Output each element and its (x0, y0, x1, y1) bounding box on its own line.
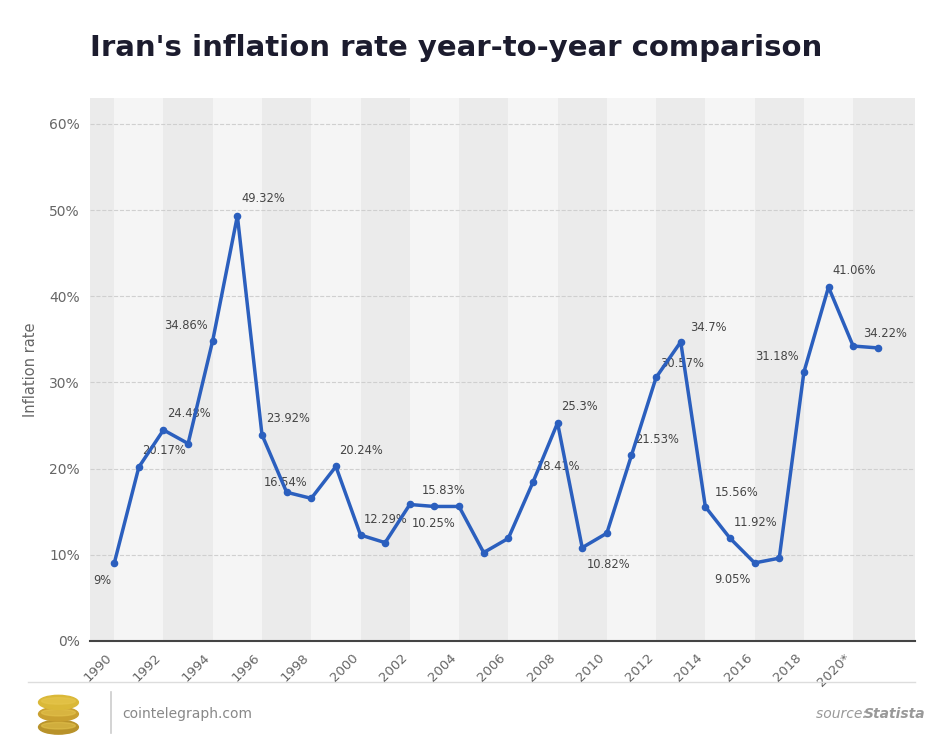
Text: Statista: Statista (864, 707, 925, 721)
Bar (163, 98, 213, 641)
Text: 20.17%: 20.17% (142, 444, 187, 457)
Point (796, 366, 811, 379)
Bar (508, 98, 557, 641)
Text: 15.56%: 15.56% (715, 486, 759, 499)
Bar (410, 98, 459, 641)
Text: 23.92%: 23.92% (266, 412, 309, 425)
Bar (803, 98, 853, 641)
Point (377, 537, 392, 549)
Text: 10.25%: 10.25% (411, 516, 455, 530)
Point (230, 210, 245, 222)
Point (304, 492, 319, 504)
Text: 41.06%: 41.06% (833, 264, 876, 277)
Point (771, 552, 786, 564)
Text: 24.48%: 24.48% (167, 406, 211, 420)
Ellipse shape (41, 722, 75, 729)
Text: 15.83%: 15.83% (422, 484, 466, 497)
Bar (459, 98, 508, 641)
Bar (607, 98, 656, 641)
Text: 10.82%: 10.82% (587, 558, 631, 571)
Ellipse shape (39, 720, 78, 734)
Point (574, 541, 589, 553)
Bar (90, 98, 114, 641)
Text: 9.05%: 9.05% (715, 573, 751, 586)
Bar (213, 98, 262, 641)
Text: 11.92%: 11.92% (734, 516, 777, 529)
Text: 9%: 9% (93, 575, 112, 587)
Text: 30.57%: 30.57% (660, 357, 703, 369)
Point (673, 336, 688, 348)
Ellipse shape (41, 697, 75, 704)
Point (403, 498, 418, 510)
Text: 31.18%: 31.18% (755, 350, 799, 363)
Point (255, 429, 270, 441)
Ellipse shape (41, 710, 75, 716)
Text: source:: source: (816, 707, 871, 721)
Point (427, 501, 442, 513)
Text: 21.53%: 21.53% (636, 433, 679, 446)
Y-axis label: Inflation rate: Inflation rate (23, 322, 38, 417)
Point (649, 372, 664, 384)
Text: 49.32%: 49.32% (241, 192, 285, 204)
Point (156, 424, 171, 436)
Bar (360, 98, 410, 641)
Ellipse shape (39, 707, 78, 721)
Text: 12.29%: 12.29% (364, 513, 408, 526)
Point (107, 557, 122, 569)
Bar (656, 98, 705, 641)
Text: 20.24%: 20.24% (339, 444, 384, 457)
Bar (311, 98, 360, 641)
Bar (557, 98, 607, 641)
Bar (705, 98, 754, 641)
Point (353, 529, 368, 541)
Bar (262, 98, 311, 641)
Text: 25.3%: 25.3% (561, 400, 598, 413)
Point (279, 486, 294, 498)
Bar (114, 98, 163, 641)
Point (698, 501, 713, 513)
Bar (853, 98, 915, 641)
Point (476, 547, 491, 559)
Text: cointelegraph.com: cointelegraph.com (123, 707, 253, 721)
Point (722, 532, 737, 544)
Bar (754, 98, 803, 641)
Text: Iran's inflation rate year-to-year comparison: Iran's inflation rate year-to-year compa… (90, 34, 822, 62)
Point (846, 340, 861, 352)
Point (206, 335, 221, 347)
Point (131, 461, 146, 473)
Point (600, 527, 615, 539)
Text: 34.7%: 34.7% (690, 321, 727, 334)
Point (747, 557, 762, 569)
Point (525, 477, 540, 489)
Point (180, 437, 195, 449)
Text: 34.86%: 34.86% (164, 319, 207, 332)
Point (501, 532, 516, 544)
Point (550, 417, 565, 429)
Point (452, 501, 467, 513)
Point (624, 449, 639, 461)
Point (328, 461, 343, 473)
Text: 34.22%: 34.22% (863, 327, 907, 340)
Text: 16.54%: 16.54% (264, 476, 307, 489)
Point (870, 342, 885, 354)
Ellipse shape (39, 695, 78, 710)
Text: 18.41%: 18.41% (537, 460, 580, 473)
Point (821, 281, 836, 293)
